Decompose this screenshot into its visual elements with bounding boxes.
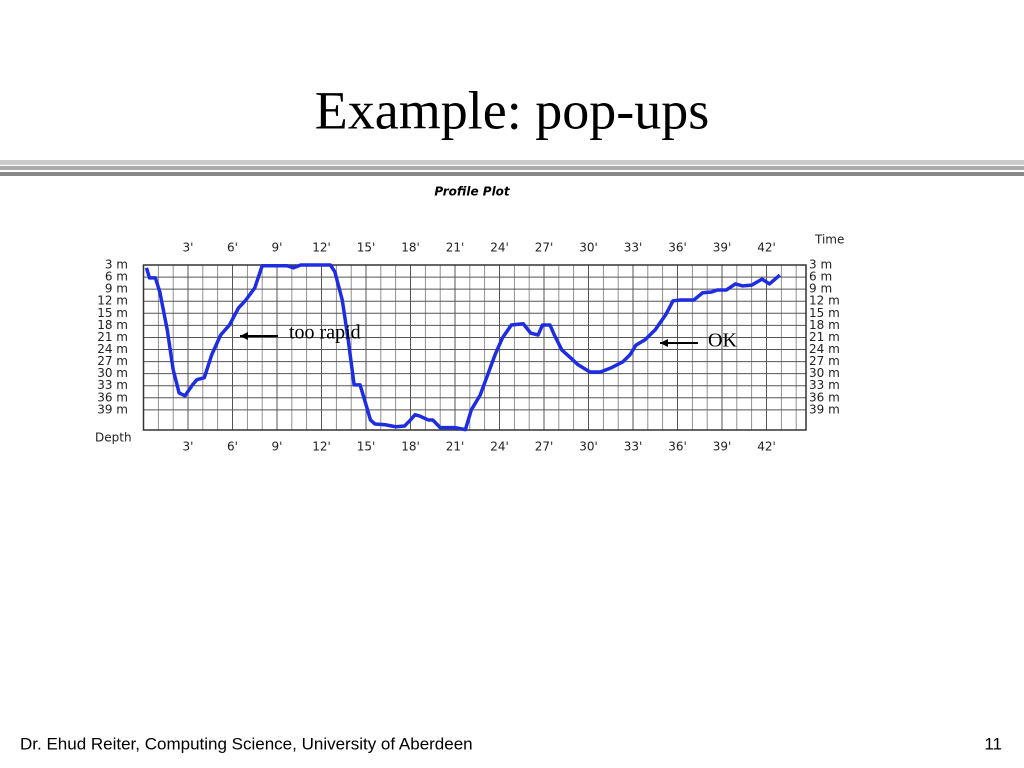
- x-tick-label: 18': [401, 440, 420, 454]
- x-tick-label: 24': [490, 440, 509, 454]
- y-tick-label: 3 m: [105, 258, 128, 272]
- y-tick-label: 18 m: [97, 318, 128, 332]
- y-tick-label: 24 m: [97, 342, 128, 356]
- y-tick-label: 36 m: [809, 390, 840, 404]
- x-tick-label: 21': [446, 241, 465, 255]
- x-tick-label: 9': [272, 241, 283, 255]
- chart-title: Profile Plot: [434, 185, 511, 199]
- y-tick-label: 27 m: [97, 354, 128, 368]
- arrow-head: [240, 332, 248, 340]
- slide-title: Example: pop-ups: [315, 80, 709, 140]
- x-tick-label: 6': [227, 440, 238, 454]
- x-tick-label: 39': [713, 241, 732, 255]
- x-tick-label: 42': [757, 241, 776, 255]
- y-tick-label: 21 m: [809, 330, 840, 344]
- y-axis-label: Depth: [95, 431, 132, 445]
- x-tick-label: 33': [624, 241, 643, 255]
- y-tick-label: 39 m: [97, 402, 128, 416]
- plot-frame: [142, 264, 807, 431]
- rule: [0, 160, 1024, 165]
- x-tick-label: 30': [579, 241, 598, 255]
- x-tick-label: 24': [490, 241, 509, 255]
- y-tick-label: 21 m: [97, 330, 128, 344]
- x-tick-label: 33': [624, 440, 643, 454]
- y-tick-label: 3 m: [809, 258, 832, 272]
- rule: [0, 166, 1024, 170]
- plot: 3' 3' 6' 6' 9' 9' 12' 12' 15' 15' 18' 18' 21' 21' 24' 2…: [97, 241, 840, 454]
- x-tick-label: 12': [312, 440, 331, 454]
- arrow-head: [660, 339, 668, 347]
- x-axis-label: Time: [814, 233, 844, 247]
- x-tick-label: 21': [446, 440, 465, 454]
- x-tick-label: 27': [535, 241, 554, 255]
- depth-line: [144, 263, 781, 432]
- y-tick-label: 9 m: [105, 282, 128, 296]
- x-tick-label: 15': [357, 440, 376, 454]
- y-tick-label: 36 m: [97, 390, 128, 404]
- y-tick-label: 33 m: [809, 378, 840, 392]
- y-tick-label: 27 m: [809, 354, 840, 368]
- x-tick-label: 15': [357, 241, 376, 255]
- annotation: OK: [708, 330, 737, 352]
- y-tick-label: 6 m: [809, 270, 832, 284]
- x-tick-label: 36': [668, 241, 687, 255]
- y-tick-label: 33 m: [97, 378, 128, 392]
- x-tick-label: 42': [757, 440, 776, 454]
- y-tick-label: 12 m: [809, 294, 840, 308]
- x-tick-label: 39': [713, 440, 732, 454]
- y-tick-label: 9 m: [809, 282, 832, 296]
- x-tick-label: 12': [312, 241, 331, 255]
- y-tick-label: 39 m: [809, 402, 840, 416]
- x-tick-label: 6': [227, 241, 238, 255]
- x-tick-label: 30': [579, 440, 598, 454]
- page-number: 11: [984, 734, 1002, 753]
- annotation: too rapid: [289, 322, 361, 344]
- footer: Dr. Ehud Reiter, Computing Science, Univ…: [20, 734, 473, 753]
- y-tick-label: 30 m: [809, 366, 840, 380]
- y-tick-label: 15 m: [97, 306, 128, 320]
- y-tick-label: 30 m: [97, 366, 128, 380]
- x-tick-label: 3': [183, 440, 194, 454]
- y-tick-label: 18 m: [809, 318, 840, 332]
- y-tick-label: 12 m: [97, 294, 128, 308]
- plot-image: [78, 176, 858, 486]
- x-tick-label: 18': [401, 241, 420, 255]
- x-tick-label: 27': [535, 440, 554, 454]
- rule: [0, 172, 1024, 176]
- x-tick-label: 3': [183, 241, 194, 255]
- y-tick-label: 15 m: [809, 306, 840, 320]
- x-tick-label: 9': [272, 440, 283, 454]
- y-tick-label: 24 m: [809, 342, 840, 356]
- y-tick-label: 6 m: [105, 270, 128, 284]
- x-tick-label: 36': [668, 440, 687, 454]
